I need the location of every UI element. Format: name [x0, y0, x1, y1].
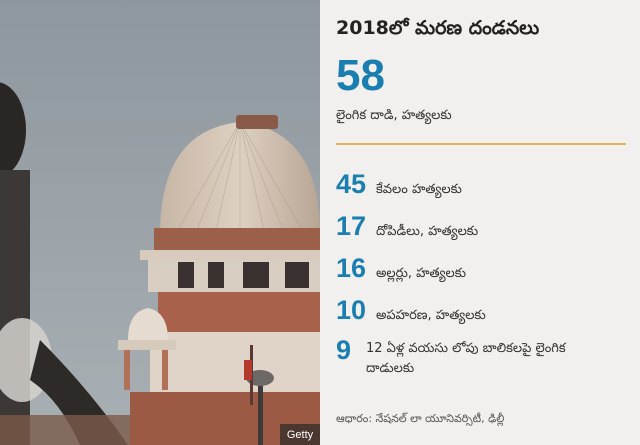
statistics-panel: 2018లో మరణ దండనలు 58 లైంగిక దాడి, హత్యలక…: [320, 0, 640, 445]
headline-label: లైంగిక దాడి, హత్యలకు: [336, 108, 452, 123]
source-note: ఆధారం: నేషనల్ లా యూనివర్సిటీ, ఢిల్లీ: [336, 412, 505, 425]
stat-number: 10: [336, 295, 367, 325]
supreme-court-photo: Getty: [0, 0, 320, 445]
stat-number: 45: [336, 169, 367, 199]
photo-credit: Getty: [280, 424, 320, 445]
stat-label: అల్లర్లు, హత్యలకు: [376, 266, 467, 281]
divider: [336, 143, 626, 145]
stat-row: 45 కేవలం హత్యలకు: [336, 169, 626, 200]
building-illustration: [0, 0, 320, 445]
stat-row: 16 అల్లర్లు, హత్యలకు: [336, 253, 626, 284]
headline-number: 58: [336, 51, 385, 100]
stat-row: 10 అపహరణ, హత్యలకు: [336, 295, 626, 326]
stat-number: 16: [336, 253, 367, 283]
stat-number: 9: [336, 335, 352, 365]
stat-number: 17: [336, 211, 367, 241]
panel-title: 2018లో మరణ దండనలు: [336, 17, 540, 39]
stat-label: 12 ఏళ్ల వయసు లోపు బాలికలపై లైంగిక దాడులక…: [366, 341, 566, 376]
stat-row: 17 దోపిడీలు, హత్యలకు: [336, 211, 626, 242]
stat-label: అపహరణ, హత్యలకు: [376, 308, 486, 323]
stat-label: దోపిడీలు, హత్యలకు: [376, 224, 479, 239]
stat-label: కేవలం హత్యలకు: [376, 182, 462, 197]
stat-row: 9 12 ఏళ్ల వయసు లోపు బాలికలపై లైంగిక దాడు…: [336, 337, 626, 379]
